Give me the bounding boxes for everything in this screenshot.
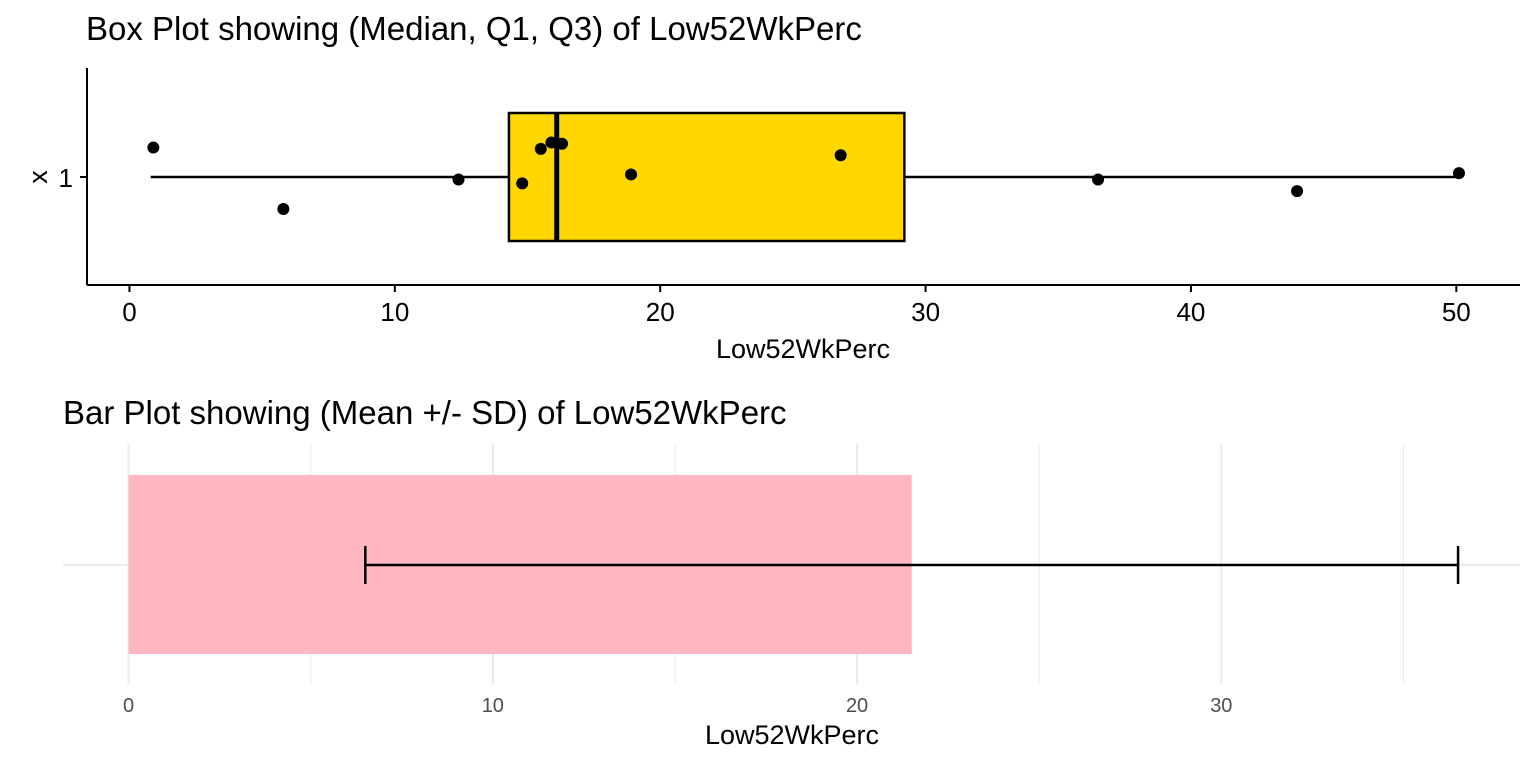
box-plot-x-axis-title: Low52WkPerc	[715, 334, 891, 364]
box-y-axis-title: x	[23, 170, 53, 184]
bar-plot-svg: 0 10 20 30	[63, 444, 1520, 717]
bar-plot-panel: 0 10 20 30 Bar Plot showing (Mean +/- SD) o…	[0, 384, 1536, 768]
box-data-point	[1291, 185, 1304, 198]
bar-x-tick-label: 10	[482, 695, 504, 717]
box-data-point	[834, 149, 847, 162]
box-plot-svg: 0 10 20 30 40 50 1x	[23, 68, 1520, 327]
bar-plot-title: Bar Plot showing (Mean +/- SD) of Low52W…	[63, 394, 787, 431]
box-data-point	[545, 136, 558, 149]
box-iqr-rect	[507, 111, 906, 243]
box-data-point	[147, 141, 160, 154]
bar-x-tick-label: 30	[1210, 695, 1232, 717]
box-x-tick-label: 20	[646, 297, 675, 327]
box-data-point	[1452, 167, 1465, 180]
box-data-point	[452, 173, 465, 186]
box-data-point	[534, 142, 547, 155]
box-plot-title: Box Plot showing (Median, Q1, Q3) of Low…	[86, 10, 862, 47]
bar-x-tick-label: 20	[846, 695, 868, 717]
box-x-tick-label: 40	[1176, 297, 1205, 327]
box-plot-panel: 0 10 20 30 40 50 1 x Box Plot showing (Median, …	[23, 10, 1520, 364]
box-data-point	[556, 137, 569, 150]
box-data-point	[625, 168, 638, 181]
box-x-tick-label: 30	[911, 297, 940, 327]
box-x-tick-label: 0	[122, 297, 136, 327]
box-y-tick-label: 1	[59, 163, 73, 193]
box-x-tick-label: 10	[380, 297, 409, 327]
bar-plot-x-axis-title: Low52WkPerc	[704, 720, 880, 750]
box-data-point	[516, 177, 529, 190]
bar-x-tick-label: 0	[123, 695, 134, 717]
box-data-point	[1092, 173, 1105, 186]
box-x-tick-label: 50	[1442, 297, 1471, 327]
box-data-point	[277, 203, 290, 215]
